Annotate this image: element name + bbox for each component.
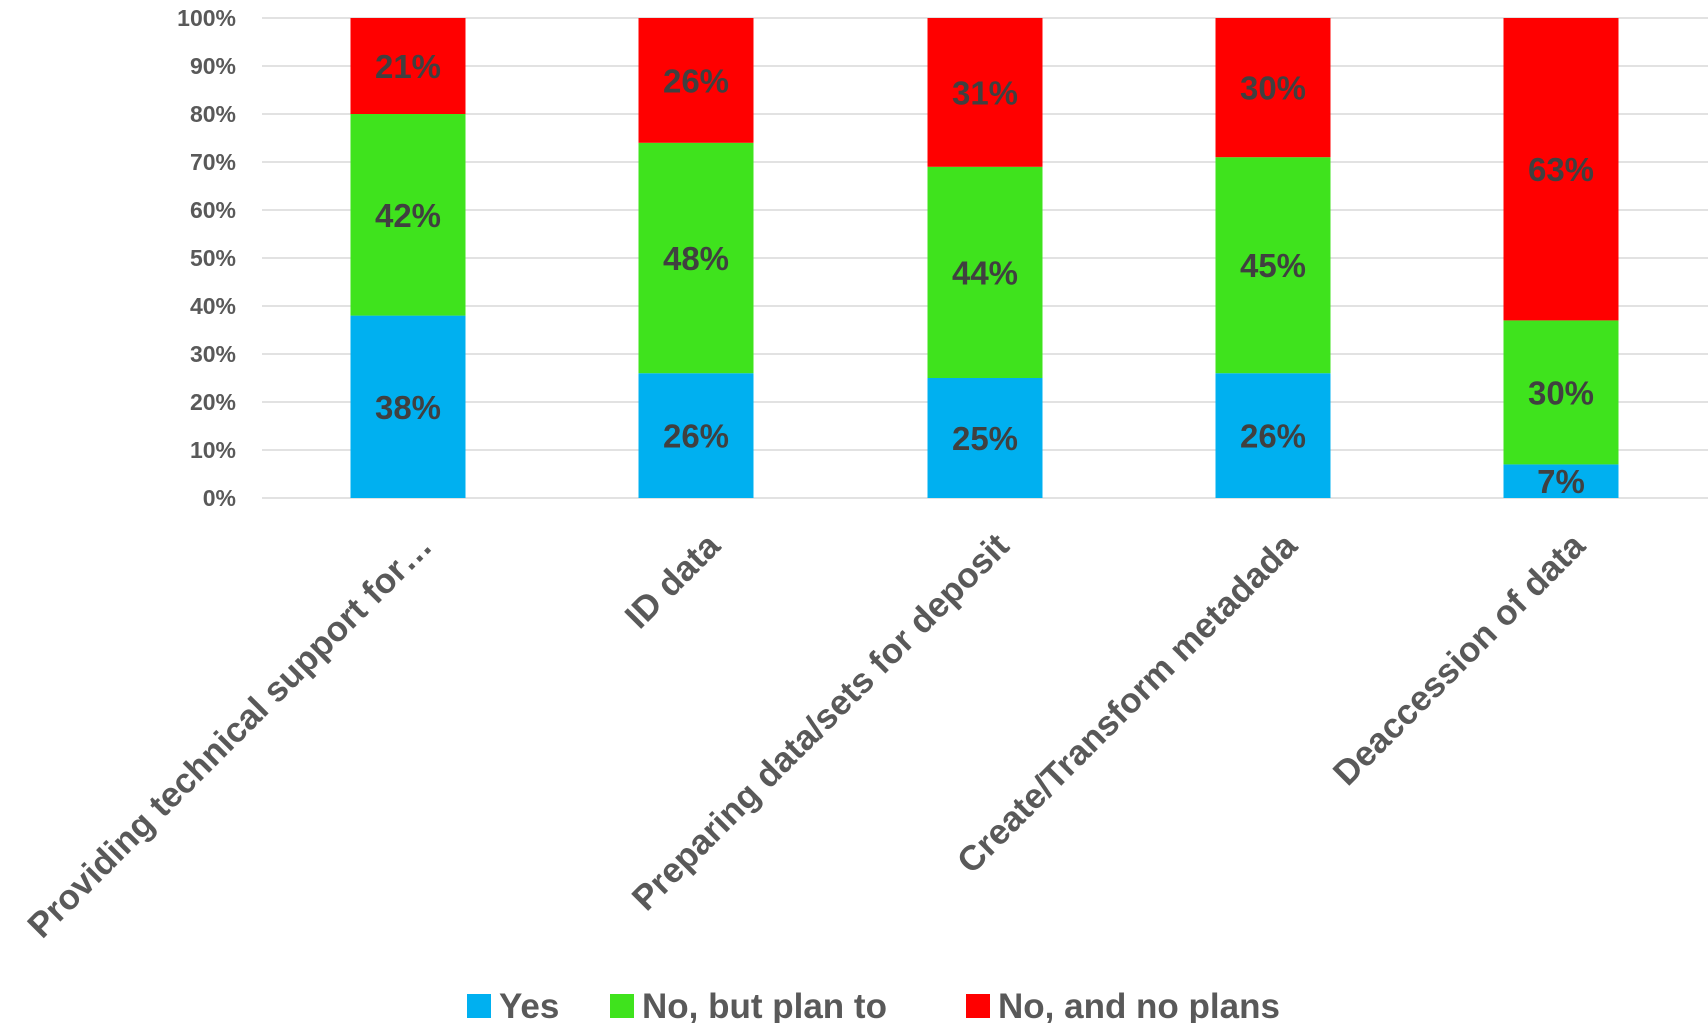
x-category-label: ID data [618,526,728,636]
bar-segment [927,18,1043,167]
data-label: 42% [375,197,441,234]
y-tick-label: 60% [190,197,236,223]
data-label: 48% [663,240,729,277]
data-label: 30% [1528,374,1594,411]
y-tick-label: 30% [190,341,236,367]
y-axis-tick-labels: 0% 10% 20% 30% 40% 50% 60% 70% 80% 90% 100% [177,5,236,511]
y-tick-label: 70% [190,149,236,175]
x-axis-category-labels: Providing technical support for… ID dataP… [20,526,1593,946]
bar-segment [1503,18,1619,321]
y-tick-label: 10% [190,437,236,463]
bar-segment [638,142,754,374]
bar-segment [350,315,466,498]
data-label: 26% [663,62,729,99]
data-label: 44% [952,254,1018,291]
data-label: 31% [952,74,1018,111]
data-label: 30% [1240,70,1306,107]
data-label: 38% [375,389,441,426]
bar-segment [1503,464,1619,498]
bar-segment [638,373,754,498]
bar-segment [1215,157,1331,374]
data-label: 7% [1537,463,1585,500]
legend-swatch [966,994,990,1018]
x-category-label: Providing technical support for… [20,526,439,945]
data-label: 26% [663,418,729,455]
data-label: 21% [375,48,441,85]
legend-swatch [467,994,491,1018]
legend-label: No, and no plans [998,987,1280,1023]
data-label: 63% [1528,151,1594,188]
data-labels: 38% 42% 21% 26% 48% 26% 25% 44% 31% 26% 45% 30% 7% 30… [375,48,1594,500]
legend-label: No, but plan to [642,987,887,1023]
y-tick-label: 80% [190,101,236,127]
y-tick-label: 0% [203,485,236,511]
bar-segment [1215,373,1331,498]
bars [350,18,1619,498]
bar-segment [350,114,466,316]
data-label: 26% [1240,418,1306,455]
legend-swatch [610,994,634,1018]
data-label: 45% [1240,247,1306,284]
y-tick-label: 100% [177,5,236,31]
legend: Yes No, but plan to No, and no plans [467,987,1280,1023]
bar-segment [1215,18,1331,158]
bar-segment [1503,320,1619,465]
bar-segment [927,166,1043,378]
y-tick-label: 90% [190,53,236,79]
x-category-label: Create/Transform metadada [950,526,1305,881]
legend-label: Yes [499,987,559,1023]
y-tick-label: 40% [190,293,236,319]
x-category-label: Deaccession of data [1326,526,1593,793]
y-tick-label: 50% [190,245,236,271]
y-tick-label: 20% [190,389,236,415]
bar-segment [638,18,754,143]
data-label: 25% [952,420,1018,457]
bar-segment [350,18,466,114]
bar-segment [927,378,1043,498]
